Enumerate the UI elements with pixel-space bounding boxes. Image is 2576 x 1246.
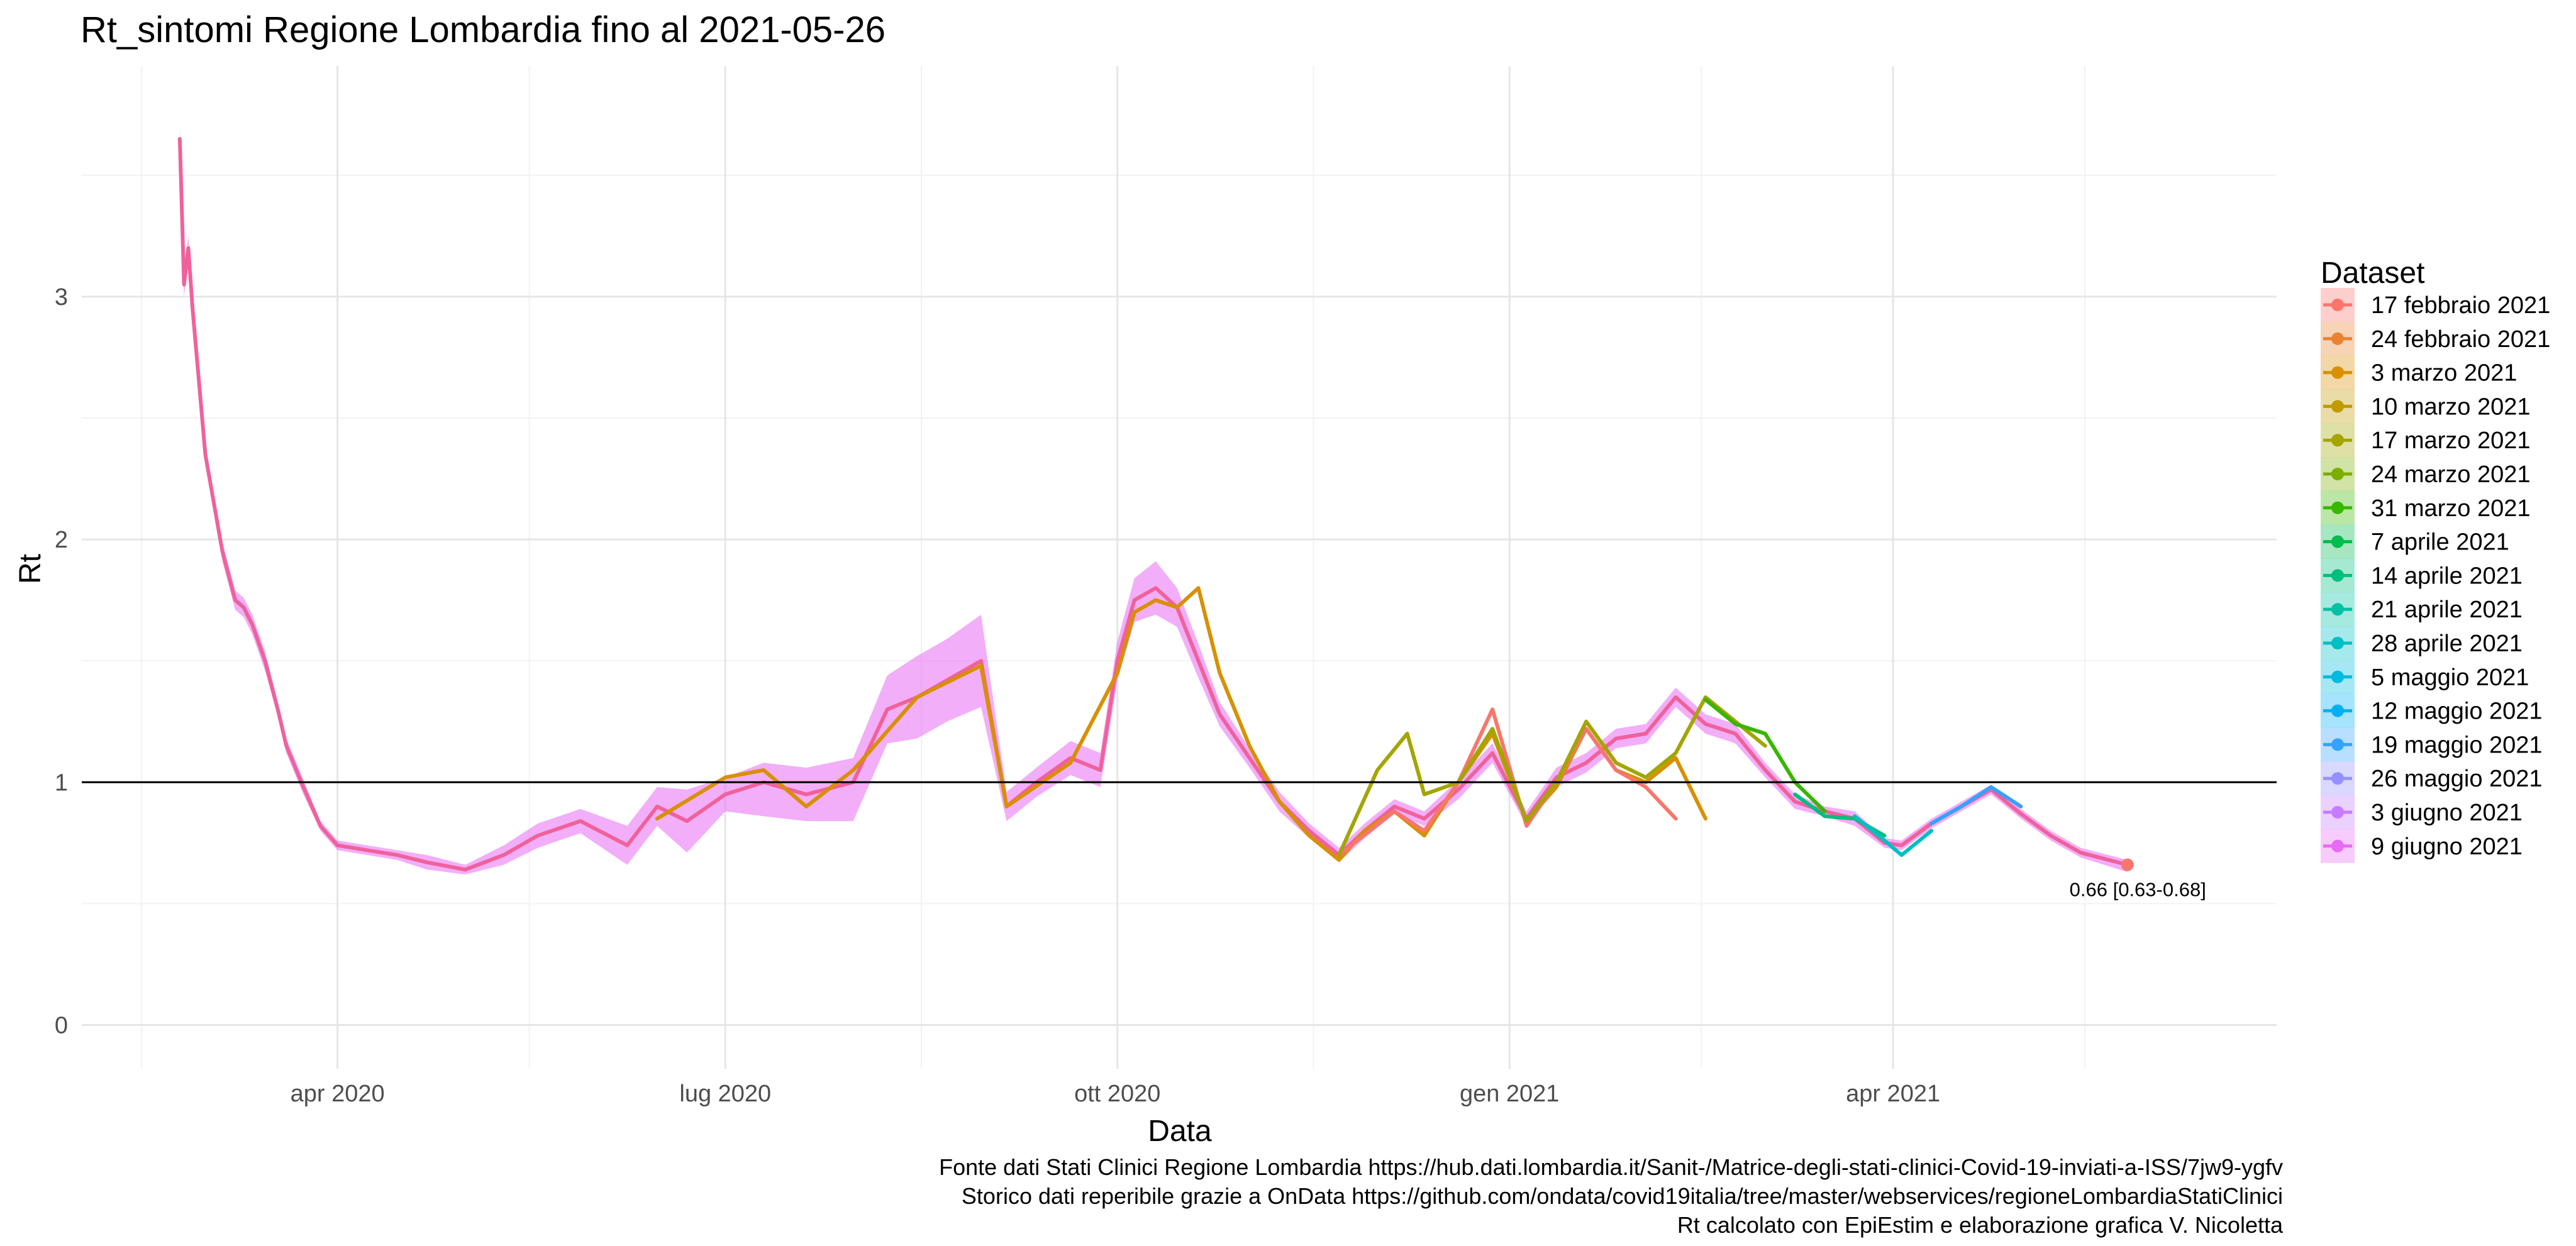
series-line-9-giugno-2021	[177, 136, 2129, 872]
caption: Fonte dati Stati Clinici Regione Lombard…	[939, 1153, 2283, 1240]
x-tick-label: ott 2020	[1074, 1081, 1160, 1107]
legend-item-label: 5 maggio 2021	[2371, 664, 2529, 691]
legend-key-point	[2331, 434, 2344, 447]
x-axis-title: Data	[1148, 1115, 1212, 1148]
legend-key-point	[2331, 670, 2344, 683]
y-axis-title: Rt	[14, 554, 47, 584]
legend-key-point	[2331, 400, 2344, 413]
series-line-28-aprile-2021	[1853, 814, 1934, 857]
y-tick-label: 0	[55, 1012, 68, 1039]
annotation: 0.66 [0.63-0.68]	[2070, 858, 2206, 901]
legend-item-label: 19 maggio 2021	[2371, 732, 2543, 758]
legend-item-label: 7 aprile 2021	[2371, 529, 2509, 556]
series-line-3-marzo-2021	[655, 586, 1707, 862]
legend-key-point	[2331, 535, 2344, 548]
legend-key-point	[2331, 569, 2344, 582]
y-tick-label: 1	[55, 769, 68, 796]
x-tick-label: apr 2020	[291, 1081, 385, 1107]
series-line-12-maggio-2021	[1929, 785, 2023, 825]
legend-item-label: 17 febbraio 2021	[2371, 292, 2550, 319]
band-9-giugno-2021	[179, 126, 2128, 874]
legend-item-label: 21 aprile 2021	[2371, 597, 2523, 623]
legend-item-label: 17 marzo 2021	[2371, 427, 2531, 454]
legend-item-label: 14 aprile 2021	[2371, 563, 2523, 589]
series-line-17-febbraio-2021	[1337, 707, 1678, 857]
legend-item-label: 12 maggio 2021	[2371, 698, 2543, 725]
series-lines	[177, 136, 2129, 872]
legend-title: Dataset	[2321, 256, 2424, 290]
legend-key-point	[2331, 501, 2344, 514]
confidence-bands	[179, 126, 2128, 874]
y-tick-label: 2	[55, 527, 68, 553]
legend-key-point	[2331, 299, 2344, 311]
series-line-31-marzo-2021	[1703, 698, 1827, 813]
legend-item-label: 3 marzo 2021	[2371, 360, 2517, 387]
legend-key-point	[2331, 366, 2344, 379]
legend-item-label: 24 marzo 2021	[2371, 461, 2531, 488]
x-tick-label: gen 2021	[1460, 1081, 1560, 1107]
legend-key-point	[2331, 704, 2344, 717]
x-tick-label: apr 2021	[1846, 1081, 1940, 1107]
legend-key-point	[2331, 603, 2344, 616]
grid	[82, 66, 2277, 1069]
legend-key-point	[2331, 332, 2344, 345]
legend-key-point	[2331, 738, 2344, 751]
caption-history: Storico dati reperibile grazie a OnData …	[961, 1183, 2283, 1209]
legend-key-point	[2331, 772, 2344, 785]
legend-key-point	[2331, 839, 2344, 852]
annotation-point	[2121, 858, 2134, 871]
legend-item-label: 31 marzo 2021	[2371, 495, 2531, 522]
caption-credits: Rt calcolato con EpiEstim e elaborazione…	[1677, 1212, 2283, 1238]
legend-item-label: 9 giugno 2021	[2371, 834, 2523, 860]
axes: 0 1 2 3 apr 2020 lug 2020 ott 2020 gen 2021 apr …	[55, 284, 1940, 1107]
legend-key-point	[2331, 637, 2344, 649]
legend-key-point	[2331, 468, 2344, 480]
x-tick-label: lug 2020	[679, 1081, 771, 1107]
legend-item-label: 26 maggio 2021	[2371, 766, 2543, 792]
legend-item-label: 10 marzo 2021	[2371, 394, 2531, 420]
legend-item-label: 28 aprile 2021	[2371, 631, 2523, 657]
caption-source: Fonte dati Stati Clinici Regione Lombard…	[939, 1154, 2283, 1180]
legend-key-point	[2331, 806, 2344, 819]
y-tick-label: 3	[55, 284, 68, 311]
annotation-label: 0.66 [0.63-0.68]	[2070, 879, 2206, 901]
legend-item-label: 3 giugno 2021	[2371, 800, 2523, 826]
legend-item-label: 24 febbraio 2021	[2371, 326, 2550, 353]
chart-title: Rt_sintomi Regione Lombardia fino al 202…	[80, 9, 886, 50]
